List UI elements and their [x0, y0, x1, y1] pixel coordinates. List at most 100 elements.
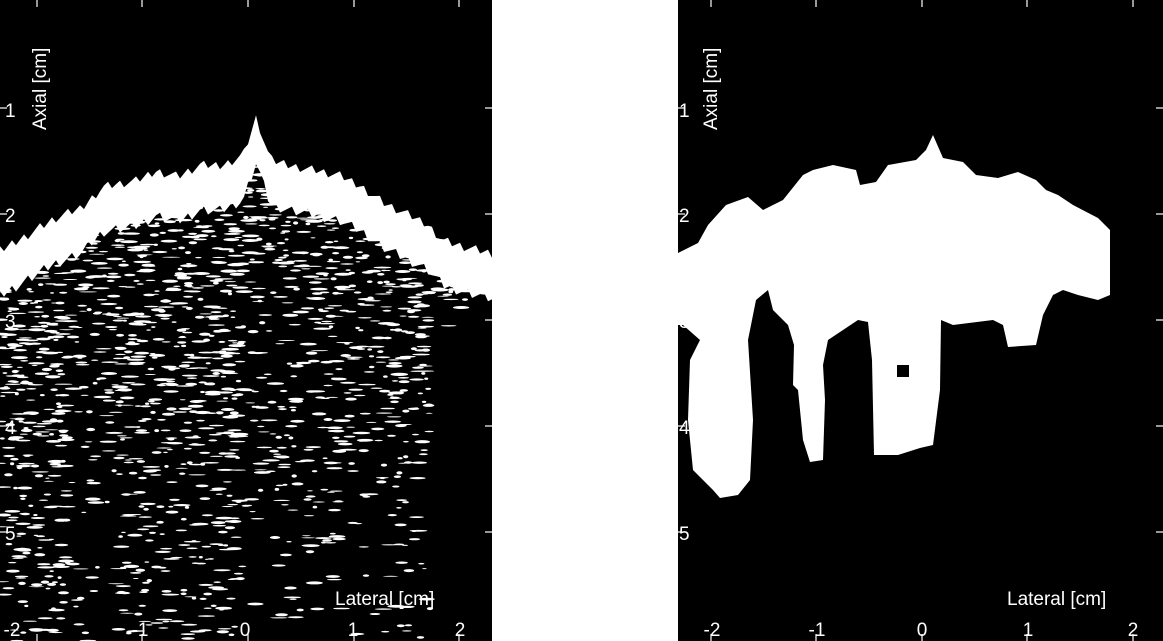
speckle-grain: [312, 505, 318, 509]
speckle-grain: [16, 532, 27, 535]
speckle-grain: [305, 550, 315, 554]
speckle-grain: [223, 238, 240, 242]
speckle-grain: [381, 544, 398, 546]
speckle-grain: [327, 491, 335, 493]
speckle-grain: [352, 431, 371, 435]
speckle-grain: [28, 362, 45, 365]
speckle-grain: [385, 364, 403, 368]
speckle-grain: [58, 591, 69, 595]
speckle-grain: [136, 460, 146, 463]
speckle-grain: [160, 442, 175, 444]
speckle-grain: [199, 193, 211, 196]
speckle-grain: [17, 556, 28, 558]
speckle-grain: [229, 272, 245, 276]
right-y-tick-label: 4: [679, 418, 690, 439]
speckle-grain: [115, 238, 125, 241]
speckle-grain: [48, 322, 59, 325]
speckle-grain: [349, 228, 359, 232]
speckle-grain: [325, 202, 337, 206]
speckle-grain: [138, 620, 152, 622]
speckle-grain: [111, 469, 117, 473]
speckle-grain: [159, 231, 167, 234]
speckle-grain: [105, 313, 120, 317]
speckle-grain: [303, 209, 313, 212]
speckle-grain: [0, 365, 13, 368]
speckle-grain: [442, 293, 453, 296]
speckle-grain: [136, 283, 144, 285]
speckle-grain: [1, 288, 12, 292]
speckle-grain: [45, 375, 61, 379]
speckle-grain: [65, 561, 71, 565]
speckle-grain: [199, 332, 211, 336]
speckle-grain: [300, 459, 315, 462]
speckle-grain: [339, 206, 350, 209]
speckle-grain: [417, 303, 425, 306]
speckle-grain: [0, 391, 18, 394]
speckle-grain: [249, 511, 256, 513]
speckle-grain: [228, 344, 246, 348]
speckle-grain: [374, 243, 393, 247]
speckle-grain: [227, 254, 245, 257]
speckle-grain: [9, 312, 27, 315]
speckle-grain: [421, 259, 428, 261]
speckle-grain: [101, 361, 119, 364]
speckle-grain: [204, 188, 219, 192]
speckle-grain: [125, 208, 131, 211]
speckle-grain: [52, 335, 65, 339]
speckle-grain: [55, 333, 71, 335]
speckle-grain: [54, 264, 62, 267]
speckle-grain: [178, 407, 192, 411]
speckle-grain: [296, 217, 311, 219]
speckle-grain: [308, 297, 326, 300]
speckle-grain: [150, 402, 161, 405]
speckle-grain: [296, 608, 304, 612]
speckle-grain: [87, 501, 105, 504]
speckle-grain: [60, 494, 74, 497]
speckle-grain: [135, 315, 152, 318]
speckle-grain: [99, 415, 114, 417]
speckle-grain: [385, 246, 390, 249]
speckle-grain: [22, 487, 32, 489]
speckle-grain: [16, 366, 23, 368]
speckle-grain: [180, 264, 198, 268]
speckle-grain: [425, 412, 433, 414]
speckle-grain: [396, 499, 408, 501]
speckle-grain: [208, 204, 217, 207]
speckle-grain: [257, 174, 263, 177]
speckle-grain: [231, 394, 242, 397]
speckle-grain: [401, 544, 409, 546]
right-x-tick-label: -2: [704, 620, 721, 641]
speckle-grain: [43, 408, 55, 411]
speckle-grain: [116, 435, 127, 437]
speckle-grain: [425, 253, 444, 256]
speckle-grain: [404, 238, 413, 241]
speckle-grain: [323, 384, 333, 387]
speckle-grain: [244, 498, 260, 501]
speckle-grain: [128, 458, 144, 460]
speckle-grain: [149, 353, 166, 357]
speckle-grain: [268, 218, 276, 221]
speckle-grain: [128, 471, 138, 475]
speckle-grain: [407, 300, 422, 304]
speckle-grain: [176, 207, 193, 209]
speckle-grain: [144, 561, 150, 563]
speckle-grain: [383, 336, 392, 340]
speckle-grain: [233, 572, 244, 575]
speckle-grain: [335, 368, 343, 371]
left-y-tick-label: 2: [5, 206, 16, 227]
speckle-grain: [57, 373, 66, 376]
speckle-grain: [5, 264, 17, 267]
speckle-grain: [275, 484, 284, 487]
speckle-grain: [73, 605, 79, 608]
speckle-grain: [183, 282, 194, 285]
speckle-grain: [252, 462, 270, 465]
speckle-grain: [33, 534, 39, 537]
speckle-grain: [357, 218, 374, 221]
speckle-grain: [134, 405, 142, 407]
speckle-grain: [287, 261, 294, 264]
speckle-grain: [116, 333, 125, 337]
speckle-grain: [104, 500, 110, 504]
speckle-grain: [287, 509, 299, 511]
speckle-grain: [358, 383, 376, 386]
speckle-grain: [320, 360, 333, 364]
